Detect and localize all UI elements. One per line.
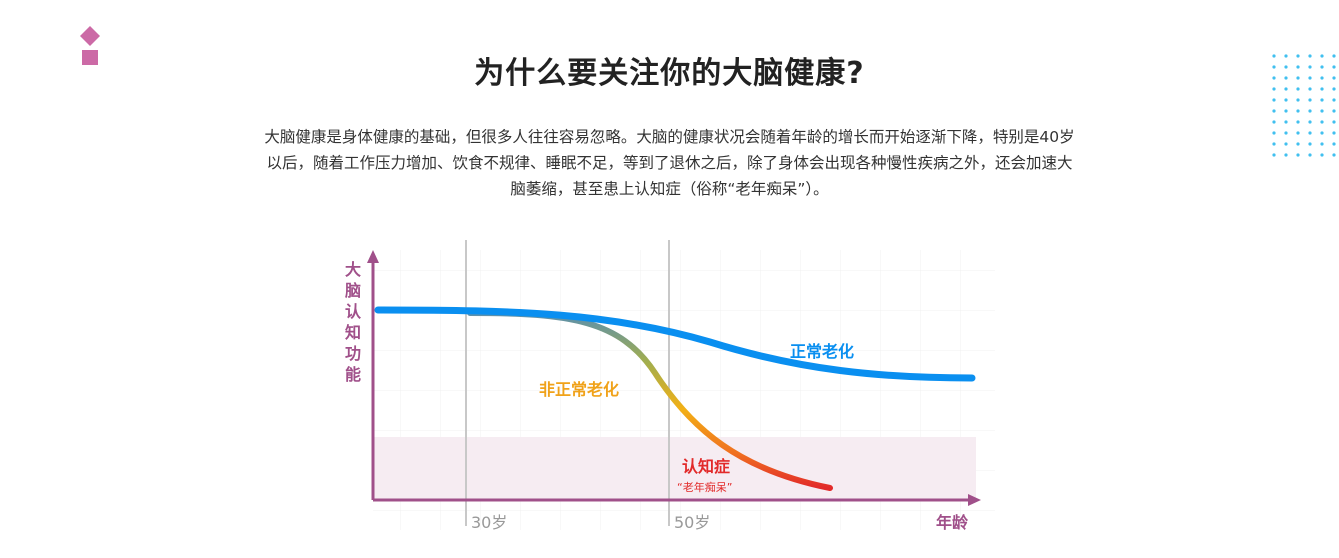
dot [1272, 131, 1276, 135]
dot [1284, 65, 1288, 69]
dot [1284, 120, 1288, 124]
dot [1332, 76, 1336, 80]
y-axis-char: 脑 [345, 281, 361, 300]
dot [1320, 120, 1324, 124]
tick-label-30: 30岁 [471, 513, 507, 532]
dot [1296, 131, 1300, 135]
y-axis-char: 能 [345, 365, 361, 384]
dot [1272, 153, 1276, 157]
dot [1272, 120, 1276, 124]
dot [1272, 98, 1276, 102]
dot [1320, 131, 1324, 135]
y-axis-label: 大 脑 认 知 功 能 [345, 260, 362, 384]
dot [1272, 65, 1276, 69]
dot [1284, 142, 1288, 146]
dot [1332, 142, 1336, 146]
dot [1320, 109, 1324, 113]
dementia-sublabel: “老年痴呆” [677, 480, 732, 494]
dot [1320, 87, 1324, 91]
dot [1332, 131, 1336, 135]
x-axis-label: 年龄 [936, 513, 969, 532]
abnormal-aging-label: 非正常老化 [539, 380, 619, 399]
dot [1296, 54, 1300, 58]
dot [1296, 98, 1300, 102]
dot [1296, 76, 1300, 80]
dot [1308, 76, 1312, 80]
y-axis-char: 功 [345, 344, 361, 363]
dot [1308, 65, 1312, 69]
dot-pattern-icon [1272, 54, 1336, 157]
dot [1308, 54, 1312, 58]
y-axis-char: 知 [345, 323, 361, 342]
dot [1272, 54, 1276, 58]
dot [1320, 98, 1324, 102]
dot [1308, 131, 1312, 135]
dot [1308, 87, 1312, 91]
dot [1272, 109, 1276, 113]
dot [1284, 131, 1288, 135]
dot [1308, 109, 1312, 113]
dot [1296, 120, 1300, 124]
dot [1296, 153, 1300, 157]
dot [1272, 87, 1276, 91]
dementia-label: 认知症 [682, 457, 730, 476]
dot [1296, 65, 1300, 69]
dot [1320, 54, 1324, 58]
dot [1308, 142, 1312, 146]
y-axis-char: 大 [345, 260, 361, 279]
dot [1308, 98, 1312, 102]
x-axis-arrow [968, 494, 981, 506]
dot [1284, 87, 1288, 91]
y-axis-arrow [367, 250, 379, 263]
brand-logo-icon [80, 26, 100, 65]
dot [1320, 76, 1324, 80]
intro-paragraph: 大脑健康是身体健康的基础，但很多人往往容易忽略。大脑的健康状况会随着年龄的增长而… [264, 128, 1075, 198]
brain-aging-diagram: 大 脑 认 知 功 能 30岁 50岁 年龄 正常老化 非正常老化 认知症 “老… [320, 230, 1020, 558]
y-axis-char: 认 [345, 302, 362, 321]
dot [1308, 120, 1312, 124]
dot [1332, 120, 1336, 124]
dot [1332, 153, 1336, 157]
dot [1308, 153, 1312, 157]
dot [1284, 109, 1288, 113]
dementia-zone [373, 437, 976, 500]
dot [1320, 65, 1324, 69]
tick-label-50: 50岁 [674, 513, 710, 532]
dot [1284, 54, 1288, 58]
page-title: 为什么要关注你的大脑健康? [474, 56, 865, 91]
dot [1296, 109, 1300, 113]
dot [1284, 98, 1288, 102]
dot [1284, 153, 1288, 157]
dot [1272, 142, 1276, 146]
dot [1332, 65, 1336, 69]
dot [1296, 142, 1300, 146]
dot [1332, 98, 1336, 102]
dot [1332, 54, 1336, 58]
dot [1320, 153, 1324, 157]
normal-aging-label: 正常老化 [790, 342, 854, 361]
dot [1296, 87, 1300, 91]
dot [1332, 87, 1336, 91]
dot [1284, 76, 1288, 80]
dot [1332, 109, 1336, 113]
normal-aging-curve [374, 306, 976, 382]
dot [1320, 142, 1324, 146]
dot [1272, 76, 1276, 80]
